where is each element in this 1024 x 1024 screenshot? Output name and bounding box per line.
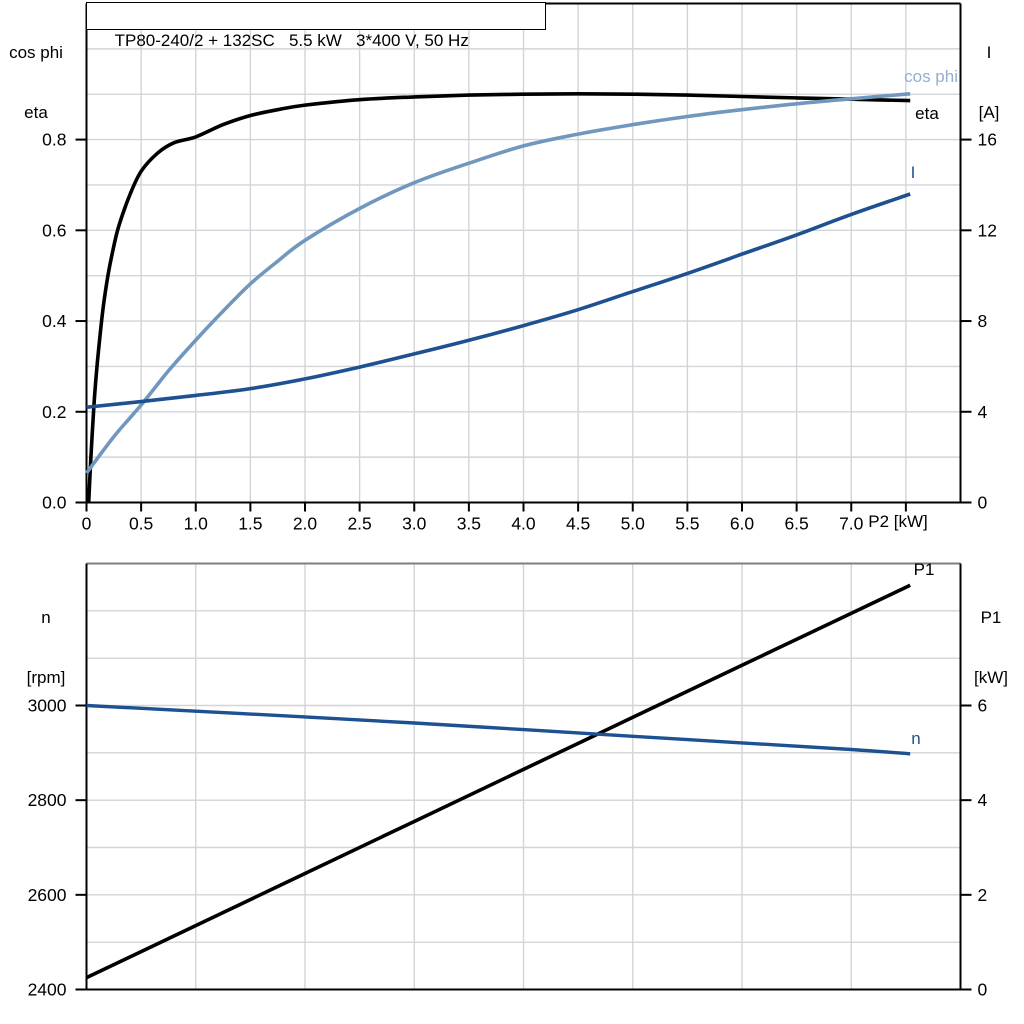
chart-title: TP80-240/2 + 132SC 5.5 kW 3*400 V, 50 Hz — [114, 31, 469, 50]
p1-axis-header: P1 — [980, 608, 1002, 627]
p1-unit-header: [kW] — [974, 668, 1008, 687]
x-tick-label: 2.0 — [293, 514, 318, 534]
cos-phi-curve-label: cos phi — [904, 67, 958, 86]
y-left-tick-label: 0.4 — [42, 311, 67, 331]
y-right-tick-label: 6 — [978, 696, 988, 716]
top-right-axis-header: I [A] — [960, 3, 1018, 163]
y-right-tick-label: 12 — [978, 220, 997, 240]
y-right-tick-label: 0 — [978, 980, 988, 1000]
x-tick-label: 0 — [82, 514, 92, 534]
x-tick-label: 7.0 — [839, 514, 864, 534]
series-cos-phi — [85, 92, 911, 475]
x-tick-label: 5.5 — [675, 514, 699, 534]
y-left-tick-label: 0.0 — [42, 493, 67, 513]
x-tick-label: 6.0 — [730, 514, 755, 534]
y-right-tick-label: 0 — [978, 493, 988, 513]
eta-axis-header: eta — [24, 103, 48, 122]
speed-axis-header: n — [41, 608, 51, 627]
top-chart: 0 0.5 1.0 1.5 2.0 2.5 3.0 3.5 4.0 4.5 5.0 5.5 6.0 6.5… — [42, 2, 997, 534]
x-tick-label: 3.0 — [402, 514, 427, 534]
x-tick-label: 1.0 — [184, 514, 209, 534]
n-curve-label: n — [911, 729, 921, 748]
p1-curve-label: P1 — [913, 560, 935, 579]
x-tick-label: 1.5 — [238, 514, 262, 534]
y-right-tick-label: 4 — [978, 402, 988, 422]
series-p1 — [85, 583, 911, 980]
series-n — [86, 703, 911, 756]
y-left-tick-label: 0.2 — [42, 402, 66, 422]
y-left-tick-label: 2400 — [28, 980, 67, 1000]
x-tick-label: 6.5 — [784, 514, 808, 534]
y-right-tick-label: 8 — [978, 311, 988, 331]
bottom-right-axis-header: P1 [kW] — [960, 568, 1022, 728]
x-tick-label: 3.5 — [457, 514, 481, 534]
bottom-left-axis-header: n [rpm] — [6, 568, 86, 728]
series-eta — [86, 92, 911, 503]
x-tick-label: 2.5 — [347, 514, 371, 534]
series-i — [86, 192, 911, 410]
bottom-chart: 2400 2600 2800 3000 0 2 4 6 — [28, 562, 988, 1000]
top-left-axis-header: cos phi eta — [0, 3, 72, 163]
y-left-tick-label: 2600 — [28, 885, 67, 905]
y-left-tick-label: 2800 — [28, 790, 67, 810]
y-right-tick-label: 16 — [978, 130, 997, 150]
y-left-tick-label: 0.8 — [42, 130, 66, 150]
y-right-tick-label: 4 — [978, 790, 988, 810]
current-axis-header: I — [986, 43, 992, 62]
current-unit-header: [A] — [978, 103, 1000, 122]
x-tick-label: 4.0 — [511, 514, 536, 534]
y-right-tick-label: 2 — [978, 885, 988, 905]
x-tick-label: 5.0 — [621, 514, 646, 534]
x-tick-label: 4.5 — [566, 514, 590, 534]
x-axis-label: P2 [kW] — [868, 512, 928, 531]
chart-title-box: TP80-240/2 + 132SC 5.5 kW 3*400 V, 50 Hz — [86, 2, 546, 50]
eta-curve-label: eta — [915, 104, 939, 123]
cos-phi-axis-header: cos phi — [9, 43, 63, 62]
y-left-tick-label: 0.6 — [42, 220, 66, 240]
speed-unit-header: [rpm] — [26, 668, 66, 687]
x-tick-label: 0.5 — [129, 514, 153, 534]
current-curve-label: I — [910, 163, 916, 182]
y-left-tick-label: 3000 — [28, 696, 67, 716]
